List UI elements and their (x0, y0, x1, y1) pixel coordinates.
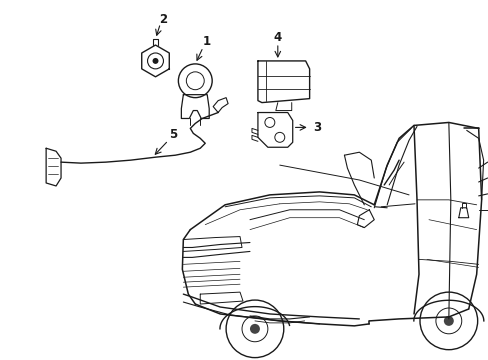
Text: 1: 1 (203, 35, 211, 48)
Circle shape (249, 324, 260, 334)
Text: 2: 2 (159, 13, 167, 26)
Text: 3: 3 (313, 121, 321, 134)
Circle shape (152, 58, 158, 64)
Text: 4: 4 (273, 31, 282, 44)
Circle shape (443, 316, 453, 326)
Text: 5: 5 (169, 128, 177, 141)
